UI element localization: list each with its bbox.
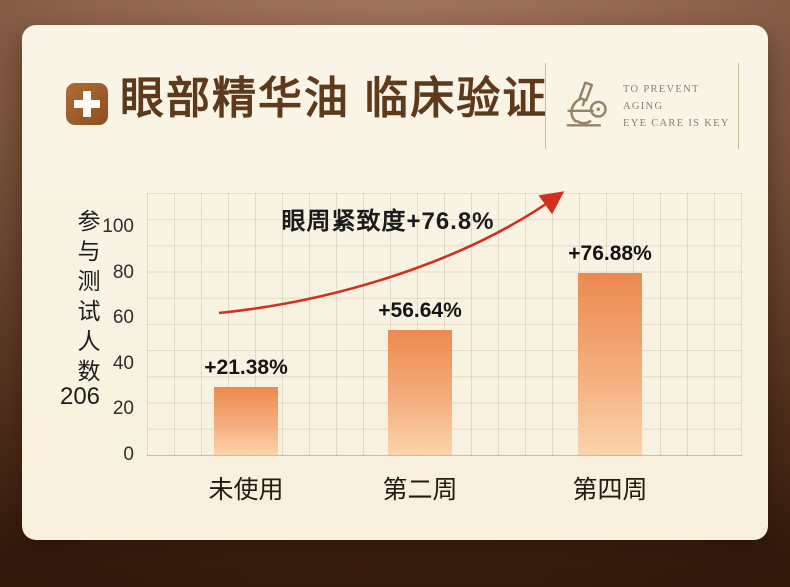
x-label-week-2: 第二周 (382, 476, 458, 504)
tagline-line-1: TO PREVENT (623, 83, 700, 95)
participant-count: 206 (59, 383, 101, 410)
microscope-icon (566, 81, 607, 127)
bar-chart: 参与测试人数 206 100 80 60 40 20 0 眼周紧致度+76.8% (22, 175, 768, 540)
bar-group-3: +76.88% (568, 242, 652, 455)
plus-icon (66, 83, 108, 125)
chart-annotation: 眼周紧致度+76.8% (281, 208, 495, 235)
bar-week-2 (388, 330, 452, 455)
header: 眼部精华油 临床验证 TO PREVENT (22, 25, 768, 175)
bar-group-2: +56.64% (378, 299, 462, 455)
bar-value-label: +21.38% (204, 356, 288, 379)
y-axis-title: 参与测试人数 (74, 209, 100, 389)
x-label-not-used: 未使用 (208, 476, 284, 504)
tagline-line-3: EYE CARE IS KEY (623, 117, 730, 129)
tagline-text: TO PREVENT AGING EYE CARE IS KEY (623, 81, 730, 132)
y-axis-ticks: 100 80 60 40 20 0 (78, 193, 134, 465)
tagline: TO PREVENT AGING EYE CARE IS KEY (558, 73, 736, 139)
header-divider-right (738, 63, 739, 149)
x-label-week-4: 第四周 (572, 476, 648, 504)
bar-not-used (214, 387, 278, 455)
bar-week-4 (578, 273, 642, 455)
page-title: 眼部精华油 临床验证 (120, 74, 549, 123)
header-divider-left (545, 63, 546, 149)
plot-area: 眼周紧致度+76.8% +21.38% +56.64% (147, 191, 742, 456)
bar-value-label: +56.64% (378, 299, 462, 322)
y-tick-60: 60 (112, 307, 134, 328)
bar-value-label: +76.88% (568, 242, 652, 265)
tagline-line-2: AGING (623, 100, 664, 112)
y-tick-80: 80 (112, 262, 134, 283)
y-tick-100: 100 (102, 216, 134, 237)
bar-group-1: +21.38% (204, 356, 288, 455)
plus-icon-bar (83, 91, 91, 117)
content-card: 眼部精华油 临床验证 TO PREVENT (22, 25, 768, 540)
y-tick-40: 40 (112, 353, 134, 374)
y-tick-0: 0 (123, 444, 134, 465)
y-tick-20: 20 (112, 398, 134, 419)
